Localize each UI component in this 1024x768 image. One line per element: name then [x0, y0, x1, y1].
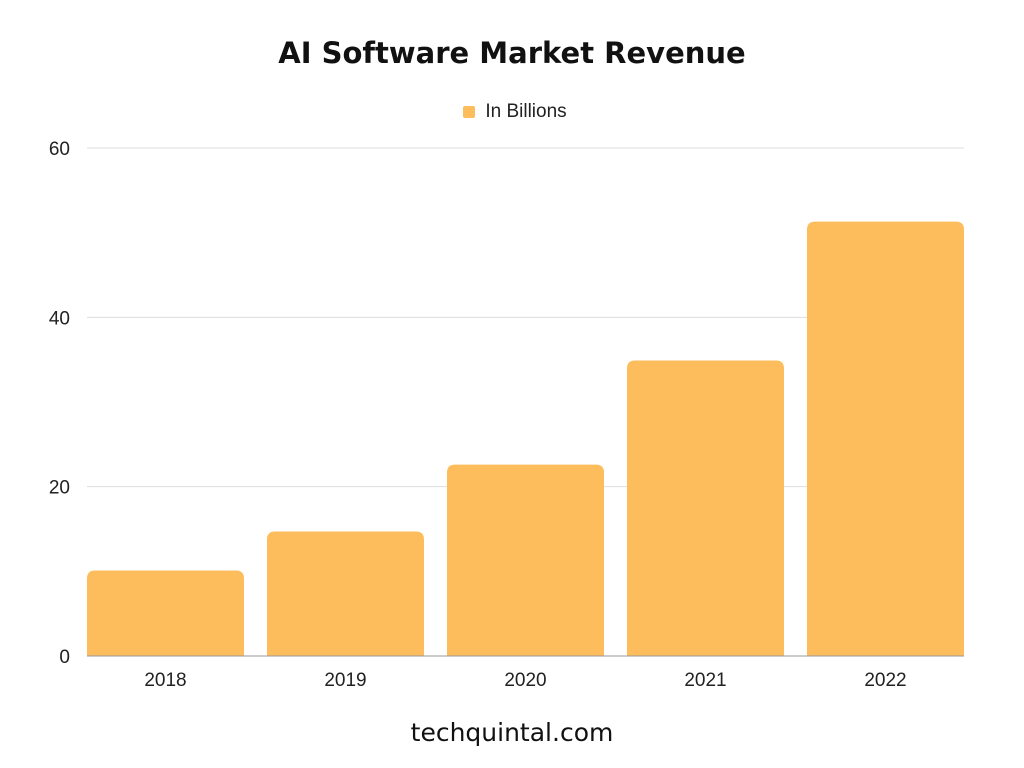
y-tick-label: 20 — [49, 478, 70, 499]
x-tick-label: 2021 — [684, 670, 726, 691]
bar-2022 — [807, 221, 964, 656]
legend-swatch-icon — [463, 106, 476, 118]
y-tick-label: 40 — [49, 308, 70, 329]
chart-title: AI Software Market Revenue — [278, 36, 746, 70]
y-tick-label: 0 — [59, 647, 70, 668]
x-tick-label: 2022 — [864, 670, 906, 691]
x-tick-label: 2019 — [324, 670, 366, 691]
y-tick-label: 60 — [49, 139, 70, 160]
bar-2021 — [627, 360, 784, 656]
legend-label: In Billions — [485, 101, 567, 122]
bar-2019 — [267, 531, 424, 656]
x-tick-label: 2018 — [144, 670, 186, 691]
bar-2020 — [447, 464, 604, 656]
chart-legend: In Billions — [0, 101, 1024, 123]
bar-2018 — [87, 570, 244, 656]
source-footer: techquintal.com — [410, 718, 614, 747]
x-tick-label: 2020 — [504, 670, 546, 691]
